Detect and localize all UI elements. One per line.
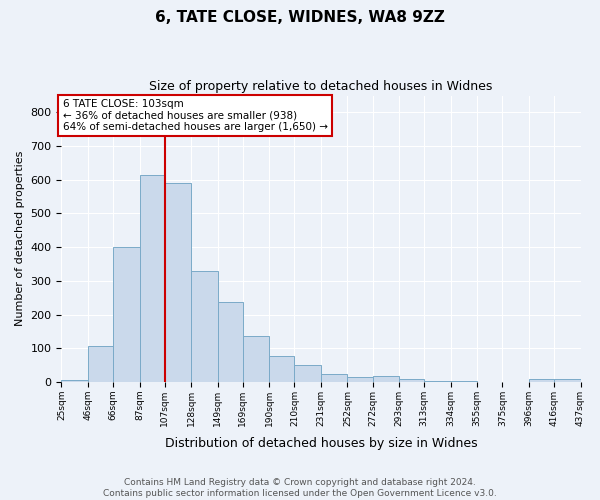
Bar: [295, 365, 321, 382]
Bar: [113, 247, 140, 382]
Text: Contains HM Land Registry data © Crown copyright and database right 2024.
Contai: Contains HM Land Registry data © Crown c…: [103, 478, 497, 498]
Bar: [373, 376, 399, 382]
Title: Size of property relative to detached houses in Widnes: Size of property relative to detached ho…: [149, 80, 493, 93]
Bar: [218, 302, 243, 382]
Bar: [529, 379, 554, 382]
Bar: [61, 380, 88, 382]
Bar: [424, 380, 451, 382]
Text: 6 TATE CLOSE: 103sqm
← 36% of detached houses are smaller (938)
64% of semi-deta: 6 TATE CLOSE: 103sqm ← 36% of detached h…: [62, 99, 328, 132]
Bar: [243, 336, 269, 382]
Bar: [321, 374, 347, 382]
Bar: [269, 356, 295, 382]
Bar: [88, 346, 113, 382]
Bar: [347, 377, 373, 382]
Bar: [191, 270, 218, 382]
Bar: [165, 183, 191, 382]
Text: 6, TATE CLOSE, WIDNES, WA8 9ZZ: 6, TATE CLOSE, WIDNES, WA8 9ZZ: [155, 10, 445, 25]
Y-axis label: Number of detached properties: Number of detached properties: [15, 151, 25, 326]
Bar: [554, 378, 581, 382]
X-axis label: Distribution of detached houses by size in Widnes: Distribution of detached houses by size …: [164, 437, 477, 450]
Bar: [399, 379, 424, 382]
Bar: [451, 381, 477, 382]
Bar: [140, 174, 165, 382]
